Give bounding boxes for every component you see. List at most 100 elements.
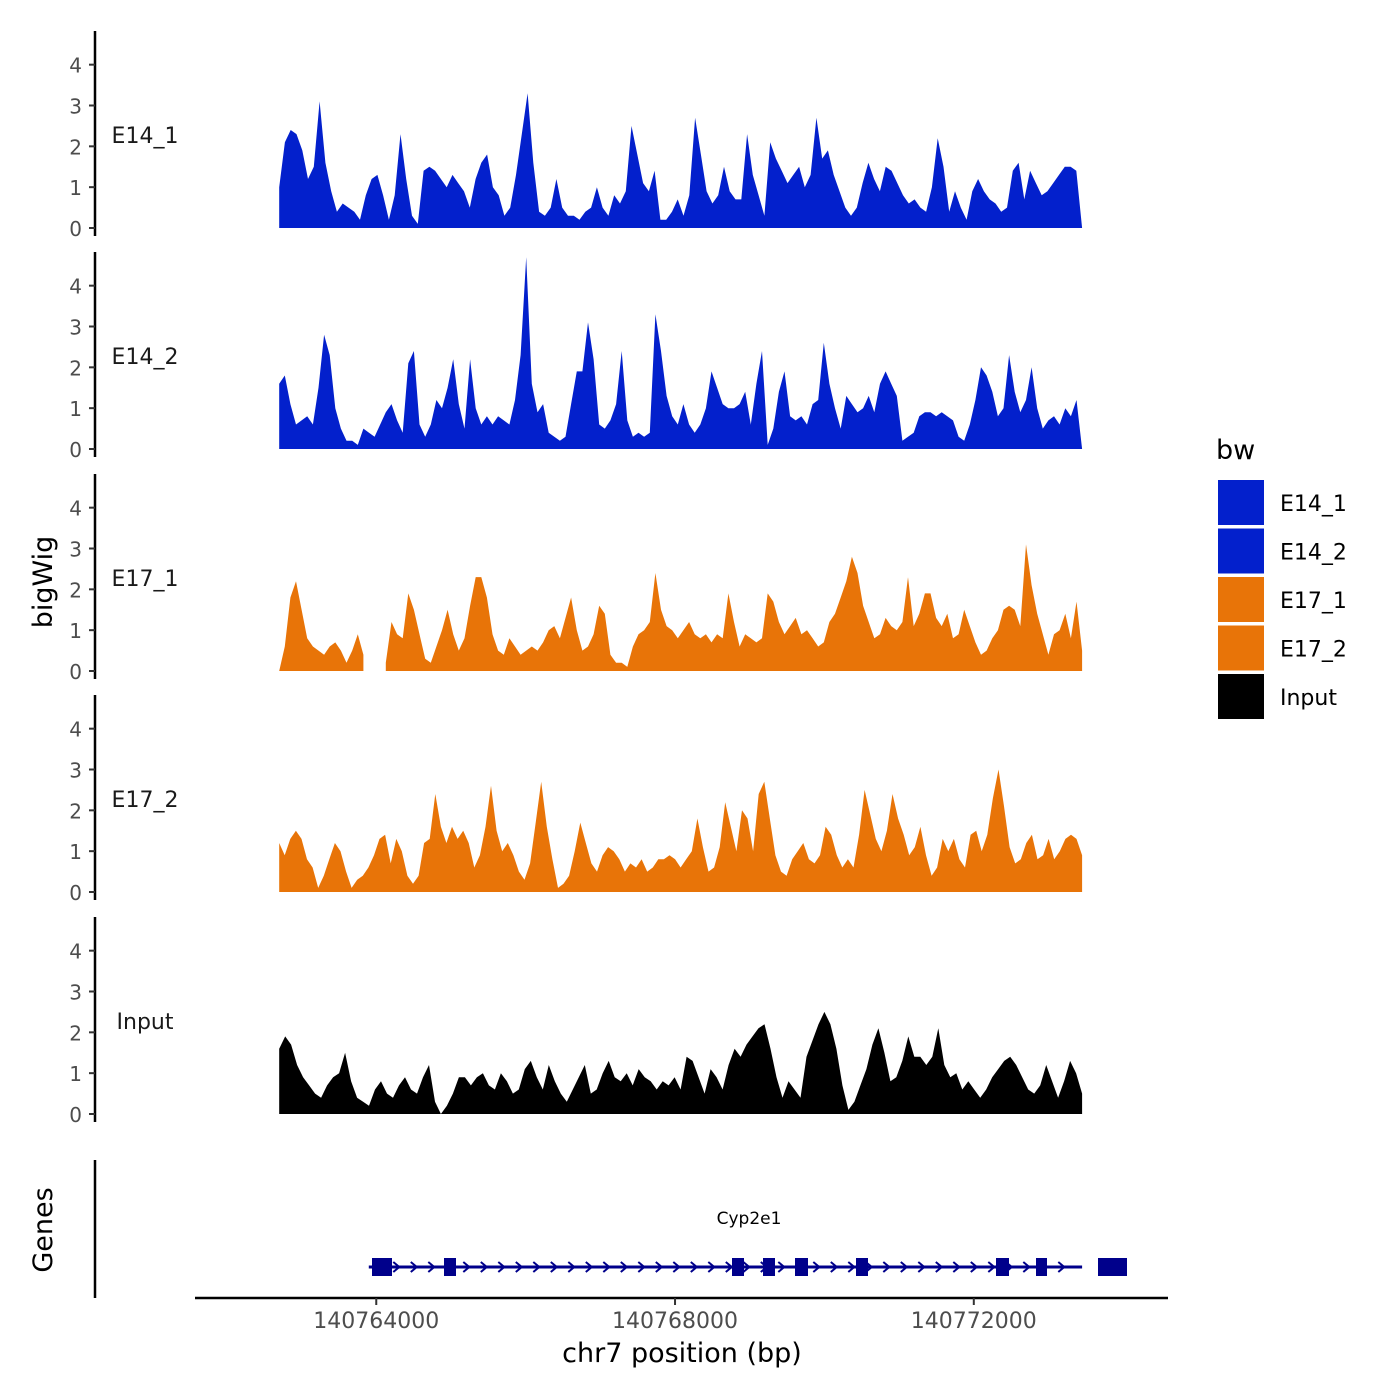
legend-swatch-e14-2	[1218, 528, 1264, 574]
x-tick-label: 140764000	[313, 1309, 439, 1334]
y-tick-label: 0	[69, 217, 82, 241]
y-tick-label: 4	[69, 54, 82, 78]
track-panels: 0 1 2 3 4 E14_1 0 1 2 3 4 E14_2 0 1 2 3 4 E17_1 0 1 2 3 4 E17_2…	[69, 31, 1083, 1127]
strand-arrow	[917, 1261, 926, 1273]
strand-arrow	[707, 1261, 716, 1273]
x-tick-label: 140772000	[911, 1309, 1037, 1334]
legend-swatch-e17-2	[1218, 625, 1264, 671]
track-label: E14_2	[112, 345, 179, 370]
strand-arrow	[585, 1261, 594, 1273]
strand-arrow	[812, 1261, 821, 1273]
y-tick-label: 0	[69, 881, 82, 905]
y-tick-label: 1	[69, 619, 82, 643]
track-label: E17_1	[112, 567, 179, 592]
exon-1	[372, 1258, 392, 1276]
track-e14-1: 0 1 2 3 4 E14_1	[69, 31, 1083, 241]
area-input-segment-0	[279, 1011, 1083, 1114]
x-tick-label: 140768000	[612, 1309, 738, 1334]
genes-track-title: Genes	[28, 1187, 59, 1272]
area-e14-1-segment-0	[279, 93, 1083, 228]
y-tick-label: 1	[69, 1062, 82, 1086]
x-axis: 140764000 140768000 140772000	[195, 1296, 1168, 1334]
strand-arrow	[970, 1261, 979, 1273]
strand-arrow	[900, 1261, 909, 1273]
track-e14-2: 0 1 2 3 4 E14_2	[69, 252, 1083, 462]
strand-arrow	[637, 1261, 646, 1273]
legend: bw E14_1 E14_2 E17_1 E17_2 Input	[1216, 435, 1347, 719]
y-tick-label: 0	[69, 660, 82, 684]
strand-arrow	[690, 1261, 699, 1273]
legend-label-e14-1: E14_1	[1280, 492, 1347, 517]
y-tick-label: 4	[69, 940, 82, 964]
strand-arrow	[480, 1261, 489, 1273]
y-tick-label: 3	[69, 538, 82, 562]
exon-4	[763, 1258, 775, 1276]
y-tick-label: 2	[69, 799, 82, 823]
strand-arrow	[462, 1261, 471, 1273]
gene-name-label: Cyp2e1	[717, 1209, 782, 1229]
strand-arrow	[427, 1261, 436, 1273]
exon-7	[996, 1258, 1009, 1276]
legend-label-e17-2: E17_2	[1280, 638, 1347, 663]
area-e17-2-segment-0	[279, 769, 1083, 892]
y-tick-label: 1	[69, 840, 82, 864]
y-tick-label: 3	[69, 981, 82, 1005]
strand-arrow	[742, 1261, 751, 1273]
strand-arrow	[515, 1261, 524, 1273]
exon-9	[1098, 1258, 1127, 1276]
strand-arrow	[392, 1261, 401, 1273]
y-tick-label: 2	[69, 356, 82, 380]
strand-arrow	[410, 1261, 419, 1273]
area-e17-1-segment-1	[385, 544, 1083, 671]
exon-6	[856, 1258, 868, 1276]
strand-arrow	[830, 1261, 839, 1273]
strand-arrow	[777, 1261, 786, 1273]
exon-2	[444, 1258, 456, 1276]
strand-arrow	[620, 1261, 629, 1273]
x-axis-title: chr7 position (bp)	[562, 1338, 802, 1369]
strand-arrow	[725, 1261, 734, 1273]
genes-track: Genes Cyp2e1	[28, 1160, 1127, 1298]
exon-5	[795, 1258, 808, 1276]
strand-arrow	[655, 1261, 664, 1273]
track-e17-1: 0 1 2 3 4 E17_1	[69, 474, 1083, 684]
y-tick-label: 4	[69, 497, 82, 521]
strand-arrow	[1022, 1261, 1031, 1273]
area-e17-1-segment-0	[279, 581, 364, 671]
strand-arrow	[935, 1261, 944, 1273]
track-label: E17_2	[112, 788, 179, 813]
y-tick-label: 1	[69, 397, 82, 421]
strand-arrow	[532, 1261, 541, 1273]
y-tick-label: 0	[69, 438, 82, 462]
legend-swatch-input	[1218, 674, 1264, 719]
y-tick-label: 0	[69, 1103, 82, 1127]
exon-8	[1036, 1258, 1047, 1276]
strand-arrow	[987, 1261, 996, 1273]
legend-title: bw	[1216, 435, 1255, 466]
y-tick-label: 2	[69, 1021, 82, 1045]
strand-arrow	[550, 1261, 559, 1273]
strand-arrow	[672, 1261, 681, 1273]
y-tick-label: 1	[69, 176, 82, 200]
y-tick-label: 2	[69, 135, 82, 159]
track-e17-2: 0 1 2 3 4 E17_2	[69, 695, 1083, 905]
legend-label-e17-1: E17_1	[1280, 589, 1347, 614]
legend-label-input: Input	[1280, 686, 1337, 711]
strand-arrow	[847, 1261, 856, 1273]
track-label: Input	[117, 1010, 174, 1035]
y-tick-label: 4	[69, 275, 82, 299]
exon-3	[732, 1258, 744, 1276]
strand-arrow	[882, 1261, 891, 1273]
y-tick-label: 2	[69, 578, 82, 602]
strand-arrow	[497, 1261, 506, 1273]
y-tick-label: 3	[69, 316, 82, 340]
strand-arrow	[567, 1261, 576, 1273]
strand-arrow	[602, 1261, 611, 1273]
y-tick-label: 4	[69, 718, 82, 742]
area-e14-2-segment-0	[279, 257, 1083, 449]
legend-items: E14_1 E14_2 E17_1 E17_2 Input	[1218, 480, 1347, 719]
y-axis-title: bigWig	[28, 536, 59, 629]
y-tick-label: 3	[69, 95, 82, 119]
track-label: E14_1	[112, 124, 179, 149]
